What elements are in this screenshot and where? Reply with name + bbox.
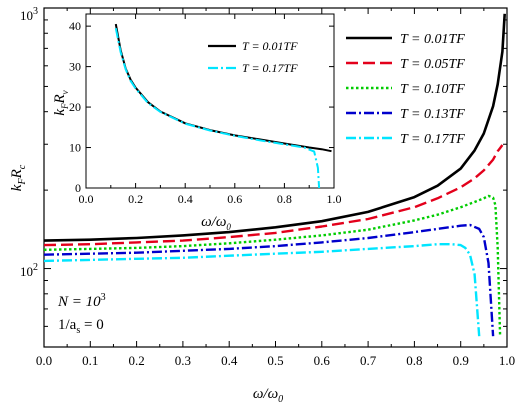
ytick-100: 102 — [20, 262, 38, 279]
inset-legend: T = 0.01TF T = 0.17TF — [208, 39, 298, 75]
annotation-n: N = 103 — [57, 292, 106, 310]
inset-x-axis-label: ω/ω0 — [201, 214, 231, 232]
main-xtick-label: 0.3 — [175, 353, 191, 368]
inset-xtick-label: 0.8 — [277, 192, 292, 206]
main-x-axis-label: ω/ω0 — [253, 386, 283, 405]
inset-xtick-label: 0.0 — [79, 192, 94, 206]
inset-legend-label: T = 0.01TF — [242, 39, 298, 53]
legend-label: T = 0.17TF — [400, 132, 465, 147]
legend-label: T = 0.05TF — [400, 57, 465, 72]
inset-ytick-label: 0 — [75, 181, 81, 195]
main-xtick-label: 0.5 — [267, 353, 283, 368]
main-y-axis-label: kFRc — [9, 164, 28, 191]
inset-xtick-label: 0.6 — [227, 192, 242, 206]
inset-y-axis-label: kFRv — [52, 90, 70, 115]
annotation-scattering-length: 1/as = 0 — [58, 317, 104, 336]
main-xtick-label: 0.2 — [128, 353, 144, 368]
inset-ytick-label: 30 — [69, 60, 81, 74]
ytick-1000: 103 — [20, 6, 38, 23]
main-xtick-label: 0.1 — [82, 353, 98, 368]
inset-xtick-label: 0.4 — [178, 192, 193, 206]
inset-series-group — [114, 23, 332, 189]
main-series-line — [43, 242, 481, 337]
main-xtick-label: 0.8 — [406, 353, 422, 368]
inset-xtick-label: 1.0 — [327, 192, 342, 206]
main-legend: T = 0.01TF T = 0.05TF T = 0.10TF T = 0.13TF… — [346, 32, 465, 147]
main-xtick-label: 0.9 — [453, 353, 469, 368]
inset-ytick-label: 40 — [69, 19, 81, 33]
main-xtick-label: 0.7 — [360, 353, 377, 368]
legend-label: T = 0.10TF — [400, 82, 465, 97]
main-axis-ticks: 0.0 0.1 0.2 0.3 0.4 0.5 0.6 0.7 0.8 0.9 1.0 — [36, 7, 515, 368]
inset-ytick-label: 10 — [69, 141, 81, 155]
legend-label: T = 0.01TF — [400, 32, 465, 47]
inset-plot-frame — [85, 13, 335, 189]
main-xtick-label: 0.6 — [314, 353, 331, 368]
main-series-line — [43, 13, 506, 242]
main-series-group — [43, 13, 506, 337]
main-series-line — [43, 144, 504, 247]
main-xtick-label: 0.4 — [221, 353, 238, 368]
inset-axis-ticks: 0.0 0.2 0.4 0.6 0.8 1.0 0 10 20 30 40 — [69, 14, 342, 206]
main-series-line — [43, 194, 502, 337]
inset-xtick-label: 0.2 — [128, 192, 143, 206]
main-series-line — [43, 223, 495, 337]
inset-legend-label: T = 0.17TF — [242, 61, 298, 75]
inset-series-line — [114, 28, 321, 189]
main-xtick-label: 0.0 — [36, 353, 52, 368]
inset-ytick-label: 20 — [69, 100, 81, 114]
legend-label: T = 0.13TF — [400, 107, 465, 122]
main-xtick-label: 1.0 — [499, 353, 515, 368]
